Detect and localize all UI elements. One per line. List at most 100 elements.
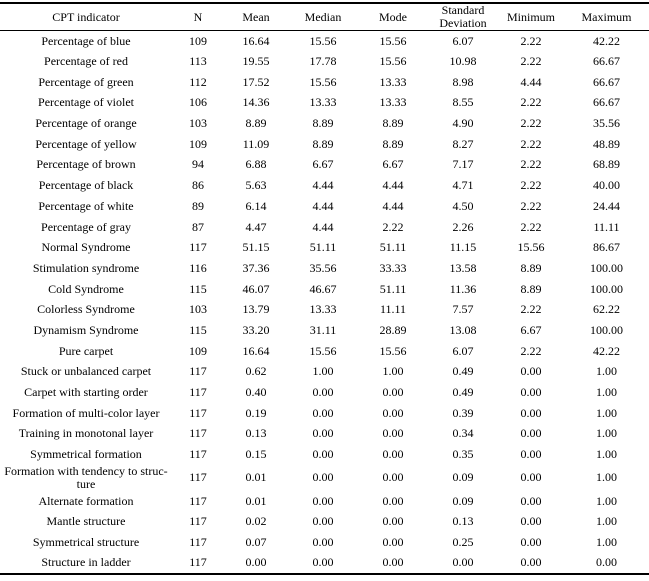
cell-value-mean: 16.64: [242, 343, 270, 358]
cell-value-minimum: 0.00: [520, 385, 542, 400]
cell-value-n: 109: [189, 33, 207, 48]
cell-value-maximum: 1.00: [596, 426, 617, 441]
cell-value-mean: 16.64: [242, 33, 270, 48]
cell-value-maximum: 68.89: [593, 157, 620, 172]
cell-value-mean: 0.19: [245, 405, 267, 420]
cell-value-minimum: 15.56: [517, 240, 545, 255]
cell-value-mode: 11.11: [379, 302, 407, 317]
cell-value-mean: 0.01: [245, 470, 267, 485]
cell-value-std-deviation: 0.13: [452, 514, 474, 529]
cell-value-std-deviation: 11.15: [449, 240, 477, 255]
cell-value-mode: 13.33: [379, 95, 407, 110]
cell-value-mode: 0.00: [382, 535, 404, 550]
cell-value-maximum: 42.22: [593, 343, 620, 358]
cell-value-minimum: 6.67: [520, 322, 542, 337]
cell-value-median: 31.11: [309, 322, 337, 337]
cell-value-maximum: 66.67: [593, 95, 620, 110]
cell-value-n: 117: [189, 493, 207, 508]
cell-value-std-deviation: 0.00: [452, 555, 474, 570]
cell-value-maximum: 35.56: [593, 116, 620, 131]
cell-value-n: 117: [189, 385, 207, 400]
cell-value-mode: 13.33: [379, 74, 407, 89]
cell-value-median: 4.44: [312, 178, 334, 193]
table-row: Symmetrical structure 117 0.07 0.00 0.00 0.25…: [0, 532, 649, 553]
cell-value-minimum: 8.89: [520, 281, 542, 296]
cell-value-mode: 0.00: [382, 470, 404, 485]
column-header-maximum: Maximum: [564, 3, 649, 31]
table-row: Percentage of red 113 19.55 17.78 15.56 10.98…: [0, 51, 649, 72]
cell-value-mean: 0.00: [245, 555, 267, 570]
table-row: Percentage of gray 87 4.47 4.44 2.22 2.26 2.22…: [0, 217, 649, 238]
cell-value-n: 112: [189, 74, 207, 89]
cell-value-mean: 51.15: [242, 240, 270, 255]
cell-value-mean: 19.55: [242, 54, 270, 69]
column-header-n: N: [172, 3, 224, 31]
cell-value-minimum: 2.22: [520, 343, 542, 358]
row-label: Symmetrical formation: [30, 447, 142, 462]
cell-value-std-deviation: 4.50: [452, 198, 474, 213]
column-header-mean: Mean: [224, 3, 288, 31]
cell-value-mean: 8.89: [245, 116, 267, 131]
cell-value-mode: 0.00: [382, 514, 404, 529]
table-row: Alternate formation 117 0.01 0.00 0.00 0.09 0.…: [0, 491, 649, 512]
table-row: Percentage of yellow 109 11.09 8.89 8.89 8.27…: [0, 134, 649, 155]
cell-value-median: 15.56: [309, 343, 337, 358]
cell-value-minimum: 0.00: [520, 535, 542, 550]
cell-value-mean: 0.07: [245, 535, 267, 550]
cell-value-mean: 14.36: [242, 95, 270, 110]
cell-value-median: 0.00: [312, 555, 334, 570]
cell-value-std-deviation: 0.39: [452, 405, 474, 420]
cell-value-minimum: 0.00: [520, 364, 542, 379]
cell-value-median: 15.56: [309, 74, 337, 89]
cell-value-minimum: 2.22: [520, 178, 542, 193]
cell-value-n: 117: [189, 426, 207, 441]
cell-value-n: 117: [189, 364, 207, 379]
cell-value-n: 103: [189, 116, 207, 131]
cell-value-std-deviation: 6.07: [452, 343, 474, 358]
cell-value-maximum: 1.00: [596, 470, 617, 485]
cell-value-mode: 15.56: [379, 343, 407, 358]
cell-value-n: 106: [189, 95, 207, 110]
table-row: Training in monotonal layer 117 0.13 0.00 0.…: [0, 424, 649, 445]
cell-value-n: 89: [192, 198, 204, 213]
cell-value-std-deviation: 2.26: [452, 219, 474, 234]
cell-value-minimum: 2.22: [520, 302, 542, 317]
cell-value-std-deviation: 0.49: [452, 385, 474, 400]
cell-value-minimum: 2.22: [520, 95, 542, 110]
row-label: Percentage of orange: [35, 116, 137, 131]
cell-value-median: 8.89: [312, 136, 334, 151]
cell-value-n: 117: [189, 535, 207, 550]
cell-value-median: 0.00: [312, 385, 334, 400]
table-row: Colorless Syndrome 103 13.79 13.33 11.11 7.57…: [0, 299, 649, 320]
table-row: Normal Syndrome 117 51.15 51.11 51.11 11.15 15…: [0, 237, 649, 258]
cell-value-median: 17.78: [309, 54, 337, 69]
table-row: Carpet with starting order 117 0.40 0.00 0.0…: [0, 382, 649, 403]
cell-value-maximum: 40.00: [593, 178, 620, 193]
cell-value-mode: 33.33: [379, 260, 407, 275]
cell-value-median: 0.00: [312, 470, 334, 485]
table-row: Mantle structure 117 0.02 0.00 0.00 0.13 0.00 1…: [0, 512, 649, 533]
row-label: Formation of multi-color layer: [12, 405, 160, 420]
row-label: Formation with tendency to struc­ture: [4, 464, 168, 491]
cell-value-std-deviation: 7.57: [452, 302, 474, 317]
cell-value-mean: 6.14: [245, 198, 267, 213]
table-row: Percentage of green 112 17.52 15.56 13.33 8.9…: [0, 72, 649, 93]
cell-value-mode: 8.89: [382, 116, 404, 131]
row-label: Alternate formation: [38, 493, 134, 508]
cell-value-minimum: 0.00: [520, 447, 542, 462]
cell-value-median: 4.44: [312, 198, 334, 213]
row-label: Cold Syndrome: [48, 281, 124, 296]
cell-value-median: 1.00: [312, 364, 334, 379]
column-header-minimum: Minimum: [498, 3, 564, 31]
cell-value-n: 117: [189, 470, 207, 485]
cell-value-minimum: 2.22: [520, 54, 542, 69]
row-label: Percentage of black: [38, 178, 134, 193]
table-row: Cold Syndrome 115 46.07 46.67 51.11 11.36 8.89…: [0, 279, 649, 300]
cell-value-median: 13.33: [309, 302, 337, 317]
cell-value-mean: 0.02: [245, 514, 267, 529]
table-row: Symmetrical formation 117 0.15 0.00 0.00 0.35…: [0, 444, 649, 465]
table-row: Stuck or unbalanced carpet 117 0.62 1.00 1.0…: [0, 362, 649, 383]
cell-value-minimum: 2.22: [520, 219, 542, 234]
column-header-std-deviation: Standard Deviation: [428, 3, 498, 31]
cell-value-n: 115: [189, 322, 207, 337]
